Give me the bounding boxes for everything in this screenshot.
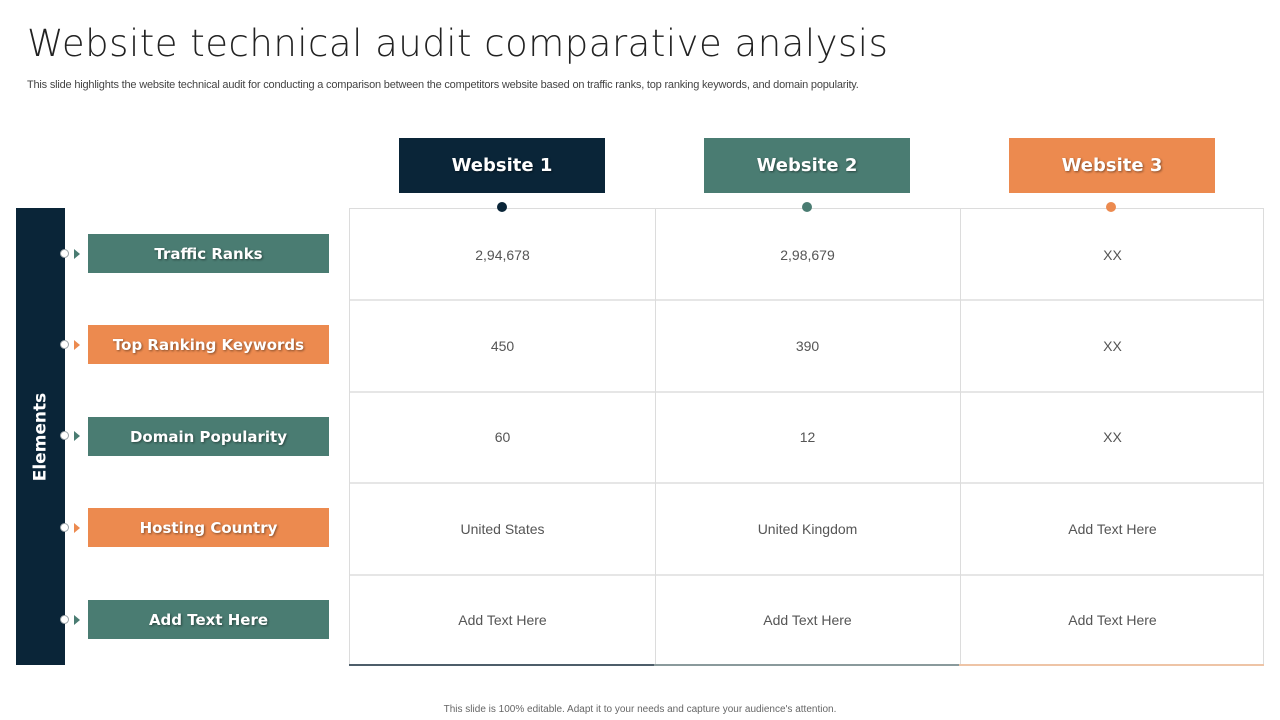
page-subtitle: This slide highlights the website techni… [27,79,859,91]
page-title: Website technical audit comparative anal… [27,22,889,65]
element-label-top-ranking-keywords: Top Ranking Keywords [88,325,329,364]
element-label-hosting-country: Hosting Country [88,508,329,547]
table-cell: XX [1103,428,1122,445]
footer-note: This slide is 100% editable. Adapt it to… [443,704,837,715]
row-divider [350,391,1263,393]
table-cell: 2,98,679 [780,246,835,263]
table-cell: 450 [490,337,515,354]
column-accent-bar-2 [654,664,959,666]
table-cell: 2,94,678 [475,246,530,263]
table-cell: Add Text Here [1068,611,1157,628]
table-cell: Add Text Here [763,611,852,628]
table-cell: Add Text Here [1068,520,1157,537]
table-cell: 12 [799,428,816,445]
triangle-right-icon [74,340,80,350]
circle-icon [60,615,69,624]
column-marker-dot [802,202,812,212]
table-cell: United Kingdom [757,520,858,537]
table-cell: Add Text Here [458,611,547,628]
connector [60,522,82,534]
element-label-domain-popularity: Domain Popularity [88,417,329,456]
elements-sidebar-label: Elements [16,208,65,665]
circle-icon [60,523,69,532]
sidebar-label-text: Elements [30,392,51,481]
triangle-right-icon [74,249,80,259]
circle-icon [60,249,69,258]
circle-icon [60,431,69,440]
connector [60,614,82,626]
table-cell: XX [1103,337,1122,354]
triangle-right-icon [74,431,80,441]
row-divider [350,482,1263,484]
table-cell: 60 [494,428,511,445]
column-divider [655,209,656,664]
row-divider [350,574,1263,576]
column-header-website-2: Website 2 [704,138,910,193]
element-label-traffic-ranks: Traffic Ranks [88,234,329,273]
column-marker-dot [497,202,507,212]
connector [60,339,82,351]
table-cell: United States [460,520,545,537]
comparison-table: 2,94,678 2,98,679 XX 450 390 XX 60 12 XX… [349,208,1264,665]
connector [60,248,82,260]
column-header-website-3: Website 3 [1009,138,1215,193]
elements-sidebar [16,208,65,665]
table-cell: XX [1103,246,1122,263]
connector [60,430,82,442]
column-header-website-1: Website 1 [399,138,605,193]
column-divider [960,209,961,664]
element-label-add-text: Add Text Here [88,600,329,639]
column-marker-dot [1106,202,1116,212]
triangle-right-icon [74,615,80,625]
triangle-right-icon [74,523,80,533]
row-divider [350,299,1263,301]
column-accent-bar-3 [959,664,1264,666]
table-cell: 390 [795,337,820,354]
column-accent-bar-1 [349,664,654,666]
circle-icon [60,340,69,349]
